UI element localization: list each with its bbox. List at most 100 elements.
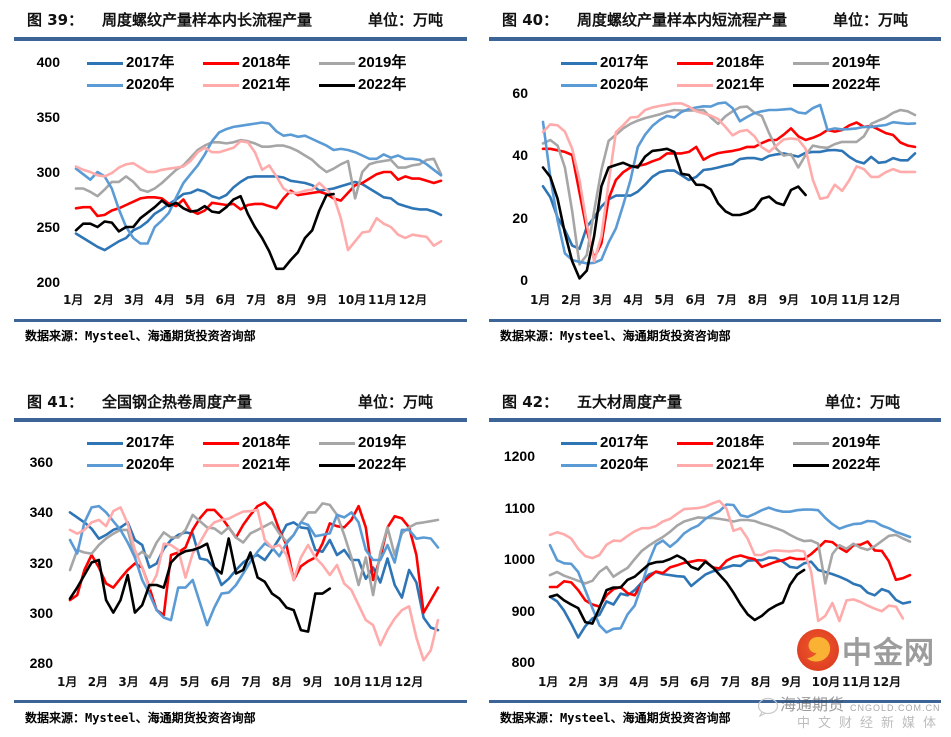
legend-swatch bbox=[677, 441, 713, 445]
legend-item-2020: 2020年 bbox=[87, 454, 203, 476]
watermark-tagline: 中文财经新媒体 bbox=[797, 716, 945, 731]
legend-label: 2019年 bbox=[832, 434, 881, 451]
legend-item-2019: 2019年 bbox=[793, 52, 909, 74]
y-tick-label: 400 bbox=[36, 54, 60, 70]
title-rule bbox=[14, 37, 467, 41]
legend-label: 2019年 bbox=[832, 54, 881, 71]
x-tick-label: 5月 bbox=[179, 675, 201, 689]
chart-legend: 2017年 2018年 2019年 2020年 2021年 2022年 bbox=[561, 52, 909, 96]
watermark-domain: CNGOLD.COM.CN bbox=[850, 703, 941, 713]
figure-unit: 单位：万吨 bbox=[368, 11, 444, 29]
legend-swatch bbox=[561, 61, 597, 65]
legend-label: 2018年 bbox=[242, 54, 291, 71]
x-tick-label: 2月 bbox=[93, 293, 114, 307]
figure-title: 周度螺纹产量样本内长流程产量 bbox=[102, 11, 313, 29]
x-tick-label: 2月 bbox=[87, 675, 109, 689]
legend-item-2019: 2019年 bbox=[793, 432, 909, 454]
figure-unit: 单位：万吨 bbox=[825, 393, 901, 411]
x-tick-label: 6月 bbox=[690, 675, 711, 689]
footer-rule bbox=[489, 700, 941, 703]
footer-rule bbox=[14, 700, 467, 703]
legend-swatch bbox=[87, 83, 123, 87]
legend-label: 2022年 bbox=[832, 456, 881, 473]
cngold-logo-icon bbox=[797, 629, 839, 671]
y-tick-label: 200 bbox=[36, 274, 60, 290]
chart-legend: 2017年 2018年 2019年 2020年 2021年 2022年 bbox=[87, 52, 435, 96]
x-tick-label: 3月 bbox=[598, 675, 620, 689]
chart-legend: 2017年 2018年 2019年 2020年 2021年 2022年 bbox=[561, 432, 909, 476]
x-tick-label: 9月 bbox=[781, 675, 802, 689]
legend-item-2018: 2018年 bbox=[203, 52, 319, 74]
legend-swatch bbox=[203, 441, 239, 445]
legend-label: 2021年 bbox=[716, 76, 765, 93]
legend-swatch bbox=[203, 463, 239, 467]
legend-label: 2017年 bbox=[600, 434, 649, 451]
y-tick-label: 20 bbox=[512, 209, 528, 226]
legend-label: 2022年 bbox=[358, 456, 407, 473]
x-tick-label: 12月 bbox=[394, 675, 424, 689]
y-tick-label: 280 bbox=[29, 654, 53, 671]
y-tick-label: 40 bbox=[512, 147, 528, 163]
x-tick-label: 5月 bbox=[654, 293, 675, 307]
legend-swatch bbox=[677, 463, 713, 467]
legend-item-2022: 2022年 bbox=[793, 454, 909, 476]
legend-swatch bbox=[793, 463, 829, 467]
data-source: 数据来源：Mysteel、海通期货投资咨询部 bbox=[500, 329, 731, 343]
legend-label: 2017年 bbox=[126, 434, 175, 451]
figure-title: 周度螺纹产量样本内短流程产量 bbox=[577, 11, 788, 29]
data-source: 数据来源：Mysteel、海通期货投资咨询部 bbox=[500, 711, 731, 725]
legend-item-2018: 2018年 bbox=[677, 432, 793, 454]
legend-label: 2020年 bbox=[126, 456, 175, 473]
x-tick-label: 5月 bbox=[185, 293, 206, 307]
x-tick-label: 1月 bbox=[538, 675, 559, 689]
watermark-overlay-text: 海通期货 bbox=[780, 695, 845, 714]
data-source: 数据来源：Mysteel、海通期货投资咨询部 bbox=[25, 711, 256, 725]
y-tick-label: 320 bbox=[29, 554, 53, 571]
y-tick-label: 250 bbox=[36, 219, 60, 235]
x-tick-label: 8月 bbox=[747, 293, 769, 307]
x-tick-label: 11月 bbox=[364, 675, 393, 689]
x-tick-label: 12月 bbox=[872, 675, 902, 689]
legend-swatch bbox=[793, 441, 829, 445]
figure-unit: 单位：万吨 bbox=[833, 11, 909, 29]
x-tick-label: 7月 bbox=[246, 293, 267, 307]
x-tick-label: 4月 bbox=[623, 293, 644, 307]
legend-item-2019: 2019年 bbox=[319, 52, 435, 74]
legend-swatch bbox=[561, 441, 597, 445]
legend-label: 2021年 bbox=[716, 456, 765, 473]
x-tick-label: 9月 bbox=[307, 293, 328, 307]
legend-label: 2020年 bbox=[600, 76, 649, 93]
legend-item-2021: 2021年 bbox=[203, 74, 319, 96]
x-tick-label: 8月 bbox=[276, 293, 297, 307]
legend-label: 2021年 bbox=[242, 456, 291, 473]
x-tick-label: 10月 bbox=[811, 675, 841, 689]
x-tick-label: 8月 bbox=[271, 675, 293, 689]
legend-swatch bbox=[319, 441, 355, 445]
x-tick-label: 2月 bbox=[568, 675, 589, 689]
legend-label: 2018年 bbox=[242, 434, 291, 451]
x-tick-label: 9月 bbox=[302, 675, 323, 689]
legend-item-2018: 2018年 bbox=[203, 432, 319, 454]
legend-item-2021: 2021年 bbox=[203, 454, 319, 476]
legend-label: 2019年 bbox=[358, 54, 407, 71]
legend-label: 2022年 bbox=[832, 76, 881, 93]
legend-item-2017: 2017年 bbox=[87, 432, 203, 454]
legend-label: 2021年 bbox=[242, 76, 291, 93]
x-tick-label: 4月 bbox=[149, 675, 170, 689]
legend-swatch bbox=[319, 463, 355, 467]
legend-item-2017: 2017年 bbox=[561, 52, 677, 74]
x-tick-label: 4月 bbox=[629, 675, 650, 689]
legend-swatch bbox=[319, 61, 355, 65]
x-tick-label: 3月 bbox=[124, 293, 145, 307]
title-rule bbox=[14, 418, 467, 422]
legend-item-2022: 2022年 bbox=[319, 74, 435, 96]
legend-swatch bbox=[319, 83, 355, 87]
legend-label: 2017年 bbox=[126, 54, 175, 71]
watermark-brand: 中金网 bbox=[842, 636, 935, 671]
x-tick-label: 1月 bbox=[530, 293, 551, 307]
y-tick-label: 340 bbox=[29, 504, 53, 521]
y-tick-label: 900 bbox=[511, 602, 535, 619]
y-tick-label: 360 bbox=[29, 454, 53, 471]
